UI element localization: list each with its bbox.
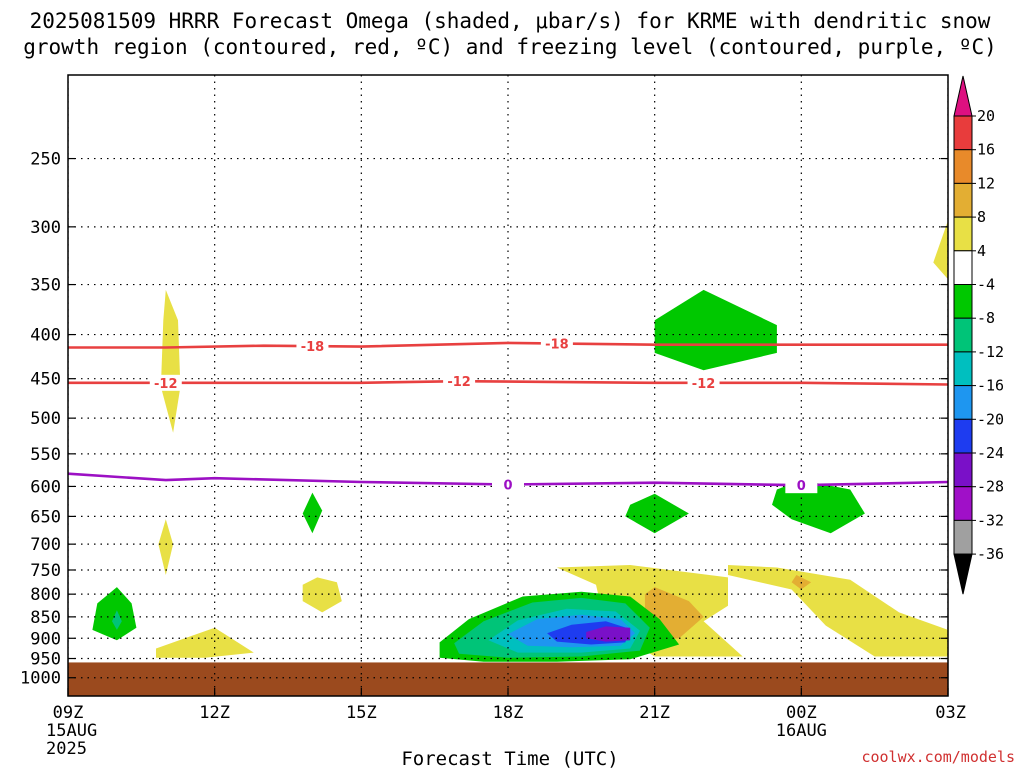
title-line-2: growth region (contoured, red, ºC) and f… <box>23 35 997 59</box>
y-tick-label: 950 <box>30 650 61 670</box>
shaded-region-weak-ascent-1100z-low <box>158 519 174 575</box>
colorbar-label: -4 <box>977 276 995 294</box>
contour-label-freezing-level: 0 <box>503 479 512 494</box>
y-tick-label: 850 <box>30 608 61 628</box>
shaded-region-descent-1000z-low <box>92 587 137 641</box>
colorbar-box <box>953 486 973 521</box>
colorbar-label: -8 <box>977 309 995 327</box>
y-tick-label: 300 <box>30 218 61 238</box>
shaded-region-weak-ascent-1100z-near-sfc <box>156 627 254 658</box>
shaded-region-descent-2100z-mid <box>625 493 689 534</box>
colorbar-box <box>953 115 973 151</box>
colorbar-top-arrow <box>953 75 973 117</box>
contour-label-isotherm-minus12: -12 <box>692 377 716 392</box>
contour-label-freezing-level: 0 <box>797 479 806 494</box>
title-line-1: 2025081509 HRRR Forecast Omega (shaded, … <box>30 9 991 33</box>
shaded-region-descent-1400z-mid <box>302 492 323 534</box>
colorbar-label: -32 <box>977 511 1004 529</box>
shaded-region-weak-ascent-0300z-aloft <box>933 220 948 280</box>
y-tick-label: 450 <box>30 370 61 390</box>
colorbar-label: -12 <box>977 343 1004 361</box>
contour-label-isotherm-minus12: -12 <box>154 377 178 392</box>
colorbar-label: 20 <box>977 107 995 125</box>
colorbar-label: 12 <box>977 174 995 192</box>
x-tick-sublabel: 2025 <box>46 739 87 759</box>
colorbar-box <box>953 418 973 454</box>
y-tick-label: 650 <box>30 507 61 527</box>
contour-label-bg <box>149 374 182 391</box>
contour-label-isotherm-minus18: -18 <box>301 340 325 355</box>
colorbar-box <box>953 250 973 286</box>
x-tick-label: 21Z <box>639 703 670 723</box>
credit-text: coolwx.com/models <box>861 748 1015 766</box>
contour-label-bg <box>296 338 329 355</box>
contour-isotherm-minus18 <box>68 341 948 349</box>
chart-title: 2025081509 HRRR Forecast Omega (shaded, … <box>23 9 997 59</box>
y-tick-label: 700 <box>30 535 61 555</box>
contour-label-bg <box>492 476 524 493</box>
plot-inner: 0 0 -18 -18 -12 -12 -12 <box>68 75 948 696</box>
colorbar-box <box>953 284 973 319</box>
colorbar-label: -28 <box>977 478 1004 496</box>
y-tick-label: 400 <box>30 326 61 346</box>
colorbar-bottom-arrow <box>953 553 973 595</box>
shaded-region-descent-1000z-low-core <box>112 610 122 630</box>
contour-label-bg <box>687 374 720 391</box>
y-tick-label: 800 <box>30 585 61 605</box>
y-tick-label: 500 <box>30 409 61 429</box>
colorbar-box <box>953 385 973 420</box>
colorbar-box <box>953 452 973 488</box>
colorbar-label: -24 <box>977 444 1004 462</box>
contour-label-bg <box>785 477 818 494</box>
colorbar-box <box>953 317 973 353</box>
colorbar-label: -20 <box>977 410 1004 428</box>
contour-label-bg <box>540 335 573 352</box>
x-tick-label: 09Z <box>53 703 84 723</box>
colorbar-label: 16 <box>977 141 995 159</box>
colorbar-label: 8 <box>977 208 986 226</box>
colorbar-box <box>953 149 973 184</box>
contour-label-isotherm-minus12: -12 <box>447 375 471 390</box>
colorbar-label: 4 <box>977 242 986 260</box>
contour-label-bg <box>443 373 476 390</box>
colorbar-label: -36 <box>977 545 1004 563</box>
x-tick-label: 15Z <box>346 703 377 723</box>
colorbar-label: -16 <box>977 377 1004 395</box>
shaded-region-weak-ascent-0000z <box>728 565 948 657</box>
y-tick-label: 550 <box>30 445 61 465</box>
contour-isotherm-minus12 <box>68 379 948 386</box>
plot-area: 0 0 -18 -18 -12 -12 -12 <box>68 75 948 696</box>
x-tick-sublabel: 15AUG <box>46 721 97 741</box>
x-tick-label: 00Z <box>786 703 817 723</box>
x-axis-title: Forecast Time (UTC) <box>401 748 618 768</box>
x-tick-sublabel: 16AUG <box>776 721 827 741</box>
shaded-region-weak-ascent-1100z <box>160 289 181 433</box>
x-tick-label: 03Z <box>935 703 966 723</box>
colorbar: 20 16 12 8 4 -4 -8 -12 -16 -20 -24 -28 -32 -36 <box>953 75 1004 595</box>
shaded-region-descent-0100z-mid <box>772 480 865 534</box>
contour-freezing-level <box>68 472 948 487</box>
colorbar-box <box>953 351 973 387</box>
shaded-region-weak-ascent-1400z <box>302 577 342 613</box>
axes: 2503003504004505005506006507007508008509… <box>20 74 966 759</box>
colorbar-box <box>953 519 973 555</box>
colorbar-box <box>953 182 973 218</box>
colorbar-box <box>953 216 973 252</box>
y-tick-label: 900 <box>30 629 61 649</box>
y-tick-label: 750 <box>30 561 61 581</box>
y-tick-label: 350 <box>30 276 61 296</box>
y-tick-label: 1000 <box>20 669 61 689</box>
x-tick-label: 18Z <box>493 703 524 723</box>
shaded-region-descent-2200z-aloft <box>654 289 777 371</box>
x-tick-label: 12Z <box>199 703 230 723</box>
contour-label-isotherm-minus18: -18 <box>545 338 569 353</box>
y-tick-label: 250 <box>30 150 61 170</box>
y-tick-label: 600 <box>30 477 61 497</box>
shaded-region-descent-1900z-24 <box>586 626 631 642</box>
